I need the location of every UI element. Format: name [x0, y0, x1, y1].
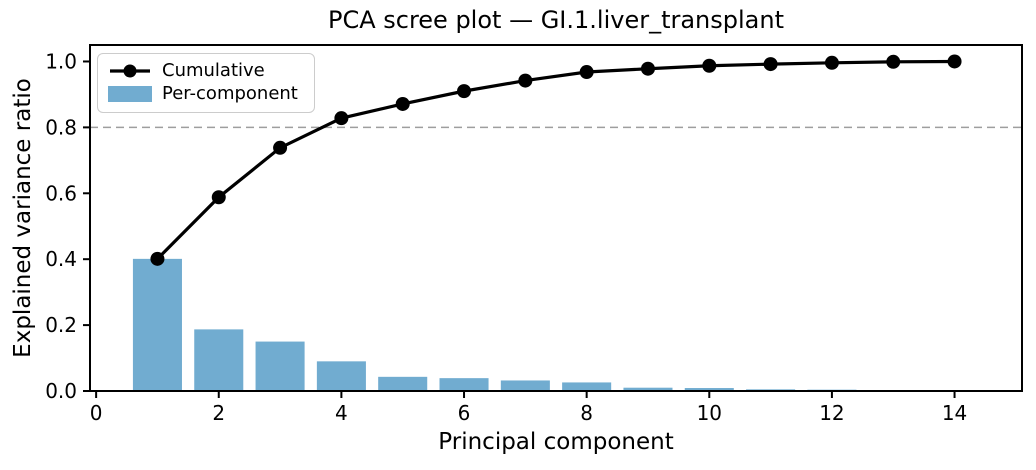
x-tick-label: 14 [942, 401, 967, 425]
cumulative-marker-pc3 [273, 140, 288, 155]
legend-label-per-component: Per-component [162, 83, 298, 104]
cumulative-marker-pc13 [886, 54, 901, 69]
bar-pc2 [194, 329, 244, 391]
x-axis-label: Principal component [438, 429, 674, 455]
legend-item-per-component: Per-component [108, 85, 298, 103]
chart-title: PCA scree plot — GI.1.liver_transplant [327, 6, 785, 34]
x-tick-label: 4 [335, 401, 348, 425]
cumulative-line-icon [110, 64, 150, 78]
cumulative-marker-pc12 [824, 55, 839, 70]
bar-pc10 [684, 388, 734, 391]
cumulative-marker-pc8 [579, 65, 594, 80]
plot-border [89, 44, 1023, 392]
bar-pc9 [623, 387, 673, 391]
cumulative-marker-pc14 [947, 54, 962, 69]
x-tick-label: 10 [697, 401, 722, 425]
bar-pc3 [255, 341, 305, 391]
cumulative-marker-pc5 [395, 96, 410, 111]
x-tick-label: 0 [90, 401, 103, 425]
y-tick-label: 0.4 [45, 247, 77, 271]
bar-pc5 [378, 376, 428, 391]
cumulative-marker-pc11 [763, 57, 778, 72]
bar-pc8 [562, 382, 612, 391]
x-tick-label: 2 [212, 401, 225, 425]
cumulative-marker-pc1 [150, 251, 165, 266]
y-tick-label: 0.8 [45, 115, 77, 139]
cumulative-line [156, 59, 955, 260]
bar-pc4 [316, 361, 366, 391]
y-tick-label: 0.2 [45, 313, 77, 337]
cumulative-marker-pc7 [518, 73, 533, 88]
y-tick-label: 0.6 [45, 181, 77, 205]
cumulative-marker-pc6 [457, 84, 472, 99]
bar-pc1 [132, 258, 182, 391]
x-tick-label: 12 [819, 401, 844, 425]
cumulative-marker-pc2 [211, 190, 226, 205]
legend-item-cumulative: Cumulative [108, 62, 298, 80]
bar-pc7 [500, 380, 550, 391]
x-tick-label: 6 [458, 401, 471, 425]
cumulative-marker-pc9 [640, 61, 655, 76]
cumulative-marker-pc10 [702, 58, 717, 73]
y-tick-label: 0.0 [45, 379, 77, 403]
y-tick-label: 1.0 [45, 49, 77, 73]
bar-pc6 [439, 378, 489, 391]
cumulative-marker-pc4 [334, 111, 349, 126]
per-component-swatch-icon [108, 86, 152, 102]
legend: Cumulative Per-component [97, 53, 315, 113]
legend-label-cumulative: Cumulative [162, 60, 265, 81]
x-tick-label: 8 [580, 401, 593, 425]
